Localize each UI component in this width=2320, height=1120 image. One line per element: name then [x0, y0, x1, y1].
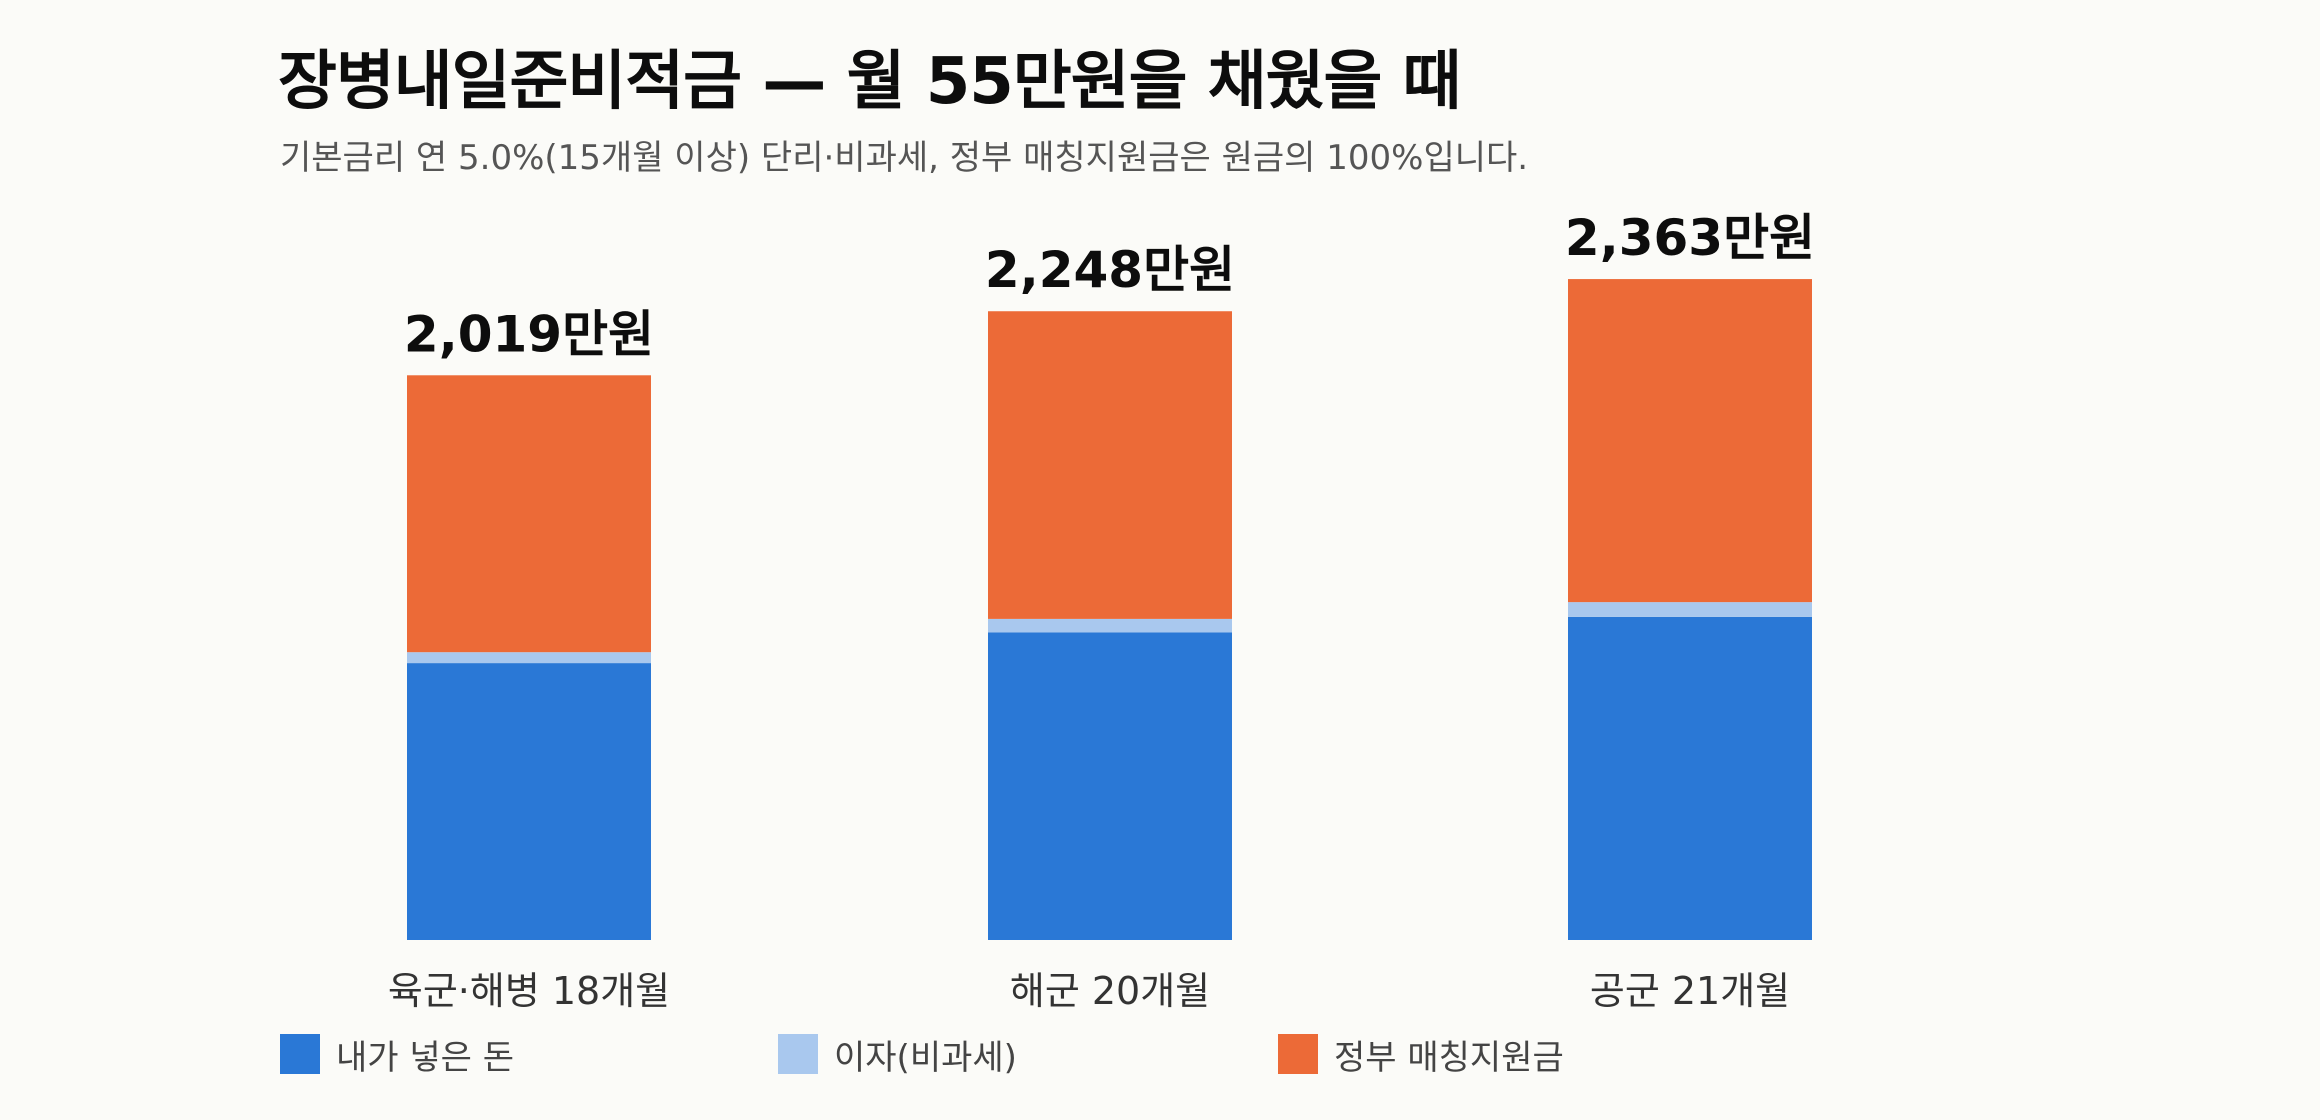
bar-segment-matching-1: [407, 375, 651, 653]
page-subtitle: 기본금리 연 5.0%(15개월 이상) 단리·비과세, 정부 매칭지원금은 원…: [280, 138, 1529, 178]
bar-segment-principal-2: [988, 632, 1232, 940]
legend-label-interest: 이자(비과세): [834, 1037, 1017, 1078]
legend-item-interest: 이자(비과세): [778, 1032, 1017, 1078]
bar-segment-principal-3: [1568, 616, 1812, 940]
category-label-1: 육군·해병 18개월: [388, 969, 670, 1013]
legend-swatch-principal: [280, 1034, 320, 1074]
bar-segment-principal-1: [407, 663, 651, 940]
legend-swatch-interest: [778, 1034, 818, 1074]
bar-segment-interest-3: [1568, 602, 1812, 617]
legend-swatch-matching: [1278, 1034, 1318, 1074]
category-label-3: 공군 21개월: [1590, 969, 1790, 1013]
legend-item-matching: 정부 매칭지원금: [1278, 1032, 1564, 1078]
bar-segment-interest-1: [407, 652, 651, 664]
legend-label-principal: 내가 넣은 돈: [336, 1037, 515, 1078]
bar-segment-matching-2: [988, 311, 1232, 619]
page-title: 장병내일준비적금 — 월 55만원을 채웠을 때: [278, 45, 1462, 119]
legend-label-matching: 정부 매칭지원금: [1334, 1037, 1564, 1078]
bar-segment-interest-2: [988, 618, 1232, 633]
total-label-2: 2,248만원: [985, 241, 1235, 299]
legend-item-principal: 내가 넣은 돈: [280, 1032, 515, 1078]
total-label-1: 2,019만원: [404, 305, 654, 363]
total-label-3: 2,363만원: [1565, 209, 1815, 267]
bar-segment-matching-3: [1568, 279, 1812, 603]
category-label-2: 해군 20개월: [1010, 969, 1210, 1013]
chart-legend: 내가 넣은 돈 이자(비과세) 정부 매칭지원금: [280, 1032, 1680, 1078]
